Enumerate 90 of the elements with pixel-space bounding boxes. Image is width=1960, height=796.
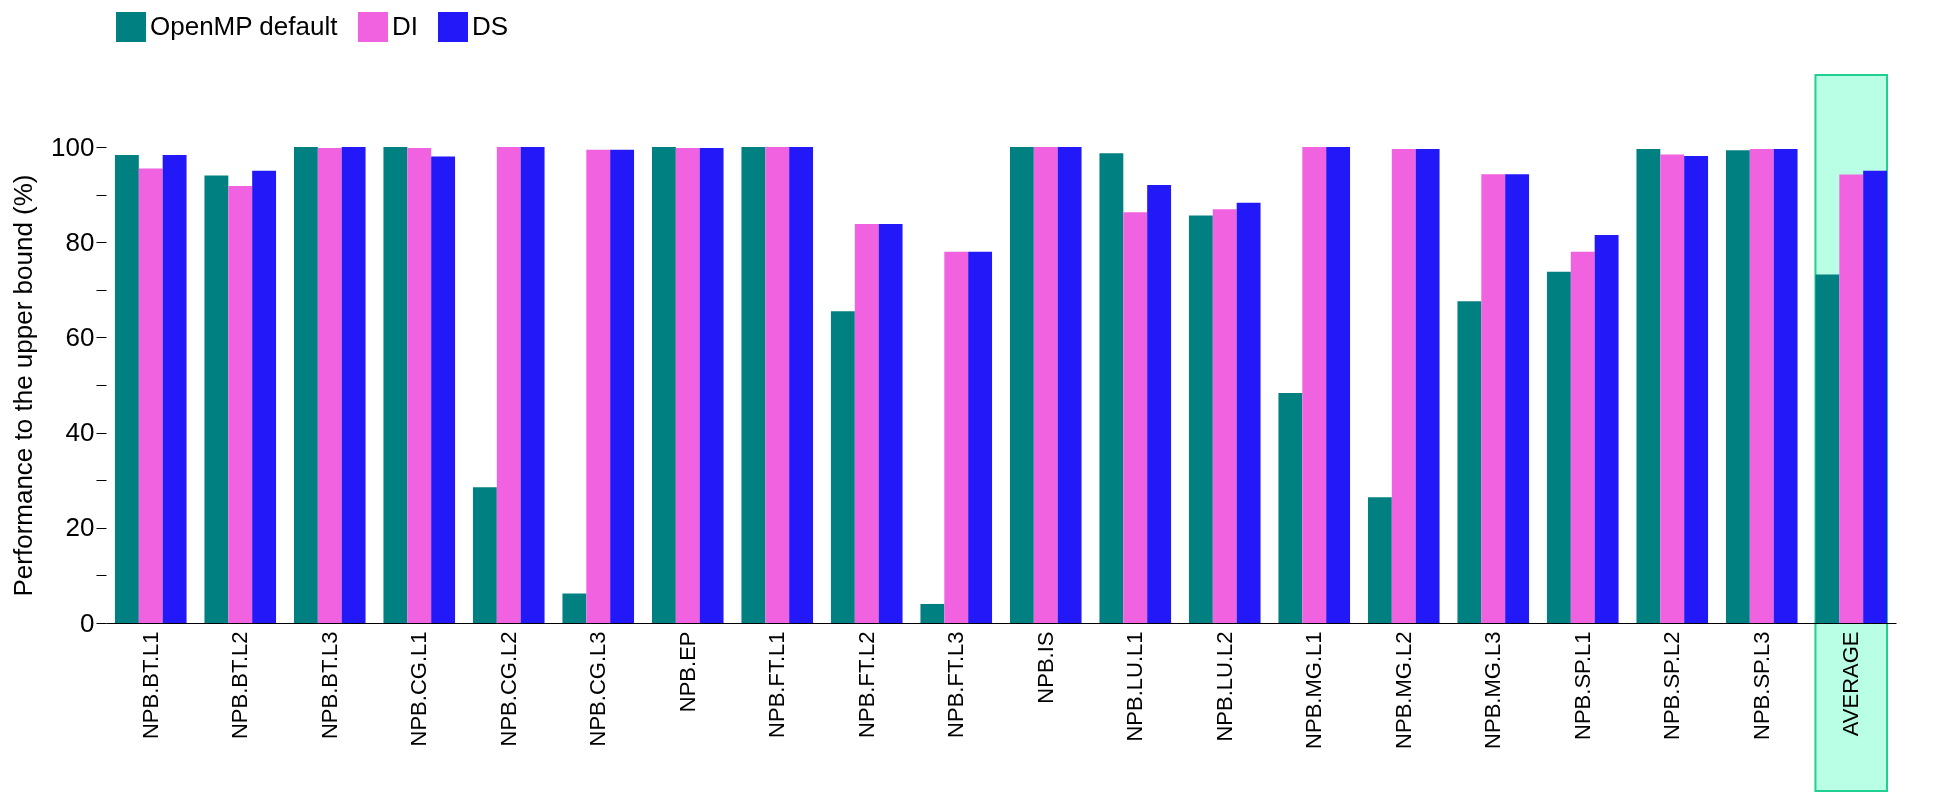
x-tick-label: NPB.CG.L2 xyxy=(495,631,521,747)
bar xyxy=(293,147,318,623)
x-tick-label: NPB.IS xyxy=(1032,631,1058,704)
bar xyxy=(1815,274,1840,623)
x-tick-label: NPB.SP.L2 xyxy=(1659,631,1685,740)
bar xyxy=(878,224,903,623)
x-tick-label: NPB.MG.L3 xyxy=(1480,631,1506,749)
bar xyxy=(1594,235,1619,623)
x-tick-label: NPB.LU.L2 xyxy=(1211,631,1237,742)
x-tick-label: NPB.LU.L1 xyxy=(1122,631,1148,742)
bar xyxy=(1123,212,1148,623)
y-tick-label: 40 xyxy=(65,417,95,448)
bar xyxy=(1457,301,1482,623)
bar xyxy=(1481,174,1506,623)
x-tick-label: AVERAGE xyxy=(1838,631,1864,737)
bar xyxy=(765,147,790,623)
bar xyxy=(1033,147,1058,623)
bar xyxy=(1839,174,1864,623)
bar xyxy=(1188,215,1213,623)
x-tick-label: NPB.CG.L1 xyxy=(406,631,432,747)
bar xyxy=(1391,148,1416,623)
bar xyxy=(586,149,611,623)
y-tick-label: 80 xyxy=(65,226,95,257)
bar xyxy=(138,168,163,623)
bar xyxy=(830,311,855,623)
x-tick-label: NPB.EP xyxy=(674,631,700,713)
legend-label: OpenMP default xyxy=(150,11,339,41)
bar xyxy=(252,170,277,623)
x-tick-label: NPB.FT.L2 xyxy=(853,631,879,738)
bar xyxy=(610,149,635,623)
bar xyxy=(162,155,187,623)
y-tick-label: 60 xyxy=(65,321,95,352)
bar xyxy=(1236,202,1261,623)
bar xyxy=(1302,147,1327,623)
x-tick-label: NPB.FT.L1 xyxy=(764,631,790,738)
bar xyxy=(1326,147,1351,623)
bar xyxy=(228,186,253,623)
bar xyxy=(1099,153,1124,623)
bar xyxy=(854,224,879,623)
bar xyxy=(1749,148,1774,623)
bar xyxy=(1212,209,1237,623)
bar xyxy=(1660,154,1685,623)
bar xyxy=(1278,393,1303,623)
bar xyxy=(1546,271,1571,623)
bar xyxy=(1570,251,1595,623)
bar xyxy=(1147,185,1172,623)
bar xyxy=(968,251,993,623)
legend-label: DI xyxy=(392,11,418,41)
bar xyxy=(1415,148,1440,623)
x-tick-label: NPB.SP.L1 xyxy=(1569,631,1595,740)
bar xyxy=(472,487,497,623)
bar xyxy=(944,251,969,623)
bar xyxy=(1057,147,1082,623)
y-tick-label: 100 xyxy=(51,131,95,162)
bar xyxy=(1636,148,1661,623)
x-tick-label: NPB.SP.L3 xyxy=(1748,631,1774,740)
y-axis-title: Performance to the upper bound (%) xyxy=(8,174,39,597)
bar xyxy=(562,593,587,623)
bar xyxy=(789,147,814,623)
x-tick-label: NPB.MG.L1 xyxy=(1301,631,1327,749)
x-tick-label: NPB.BT.L2 xyxy=(227,631,253,740)
bar xyxy=(675,147,700,623)
bar xyxy=(407,147,432,623)
legend-label: DS xyxy=(472,11,509,41)
y-tick-label: 20 xyxy=(65,512,95,543)
x-tick-label: NPB.MG.L2 xyxy=(1390,631,1416,749)
bar xyxy=(1367,497,1392,623)
bar xyxy=(114,155,139,623)
bar xyxy=(699,147,724,623)
x-tick-label: NPB.BT.L1 xyxy=(137,631,163,740)
x-tick-label: NPB.CG.L3 xyxy=(585,631,611,747)
bar xyxy=(204,175,229,623)
bar xyxy=(1863,170,1888,623)
bar xyxy=(496,147,521,623)
bar xyxy=(1009,147,1034,623)
bar xyxy=(383,147,408,623)
bar xyxy=(431,156,456,623)
bar xyxy=(520,147,545,623)
bar xyxy=(651,147,676,623)
bar xyxy=(741,147,766,623)
bar xyxy=(1725,150,1750,623)
bar xyxy=(1773,148,1798,623)
x-tick-label: NPB.FT.L3 xyxy=(943,631,969,738)
bar xyxy=(1505,174,1530,623)
bar xyxy=(1684,156,1709,623)
bar xyxy=(920,603,945,623)
y-tick-label: 0 xyxy=(80,607,95,638)
bar xyxy=(341,147,366,623)
bar xyxy=(317,147,342,623)
x-tick-label: NPB.BT.L3 xyxy=(316,631,342,740)
